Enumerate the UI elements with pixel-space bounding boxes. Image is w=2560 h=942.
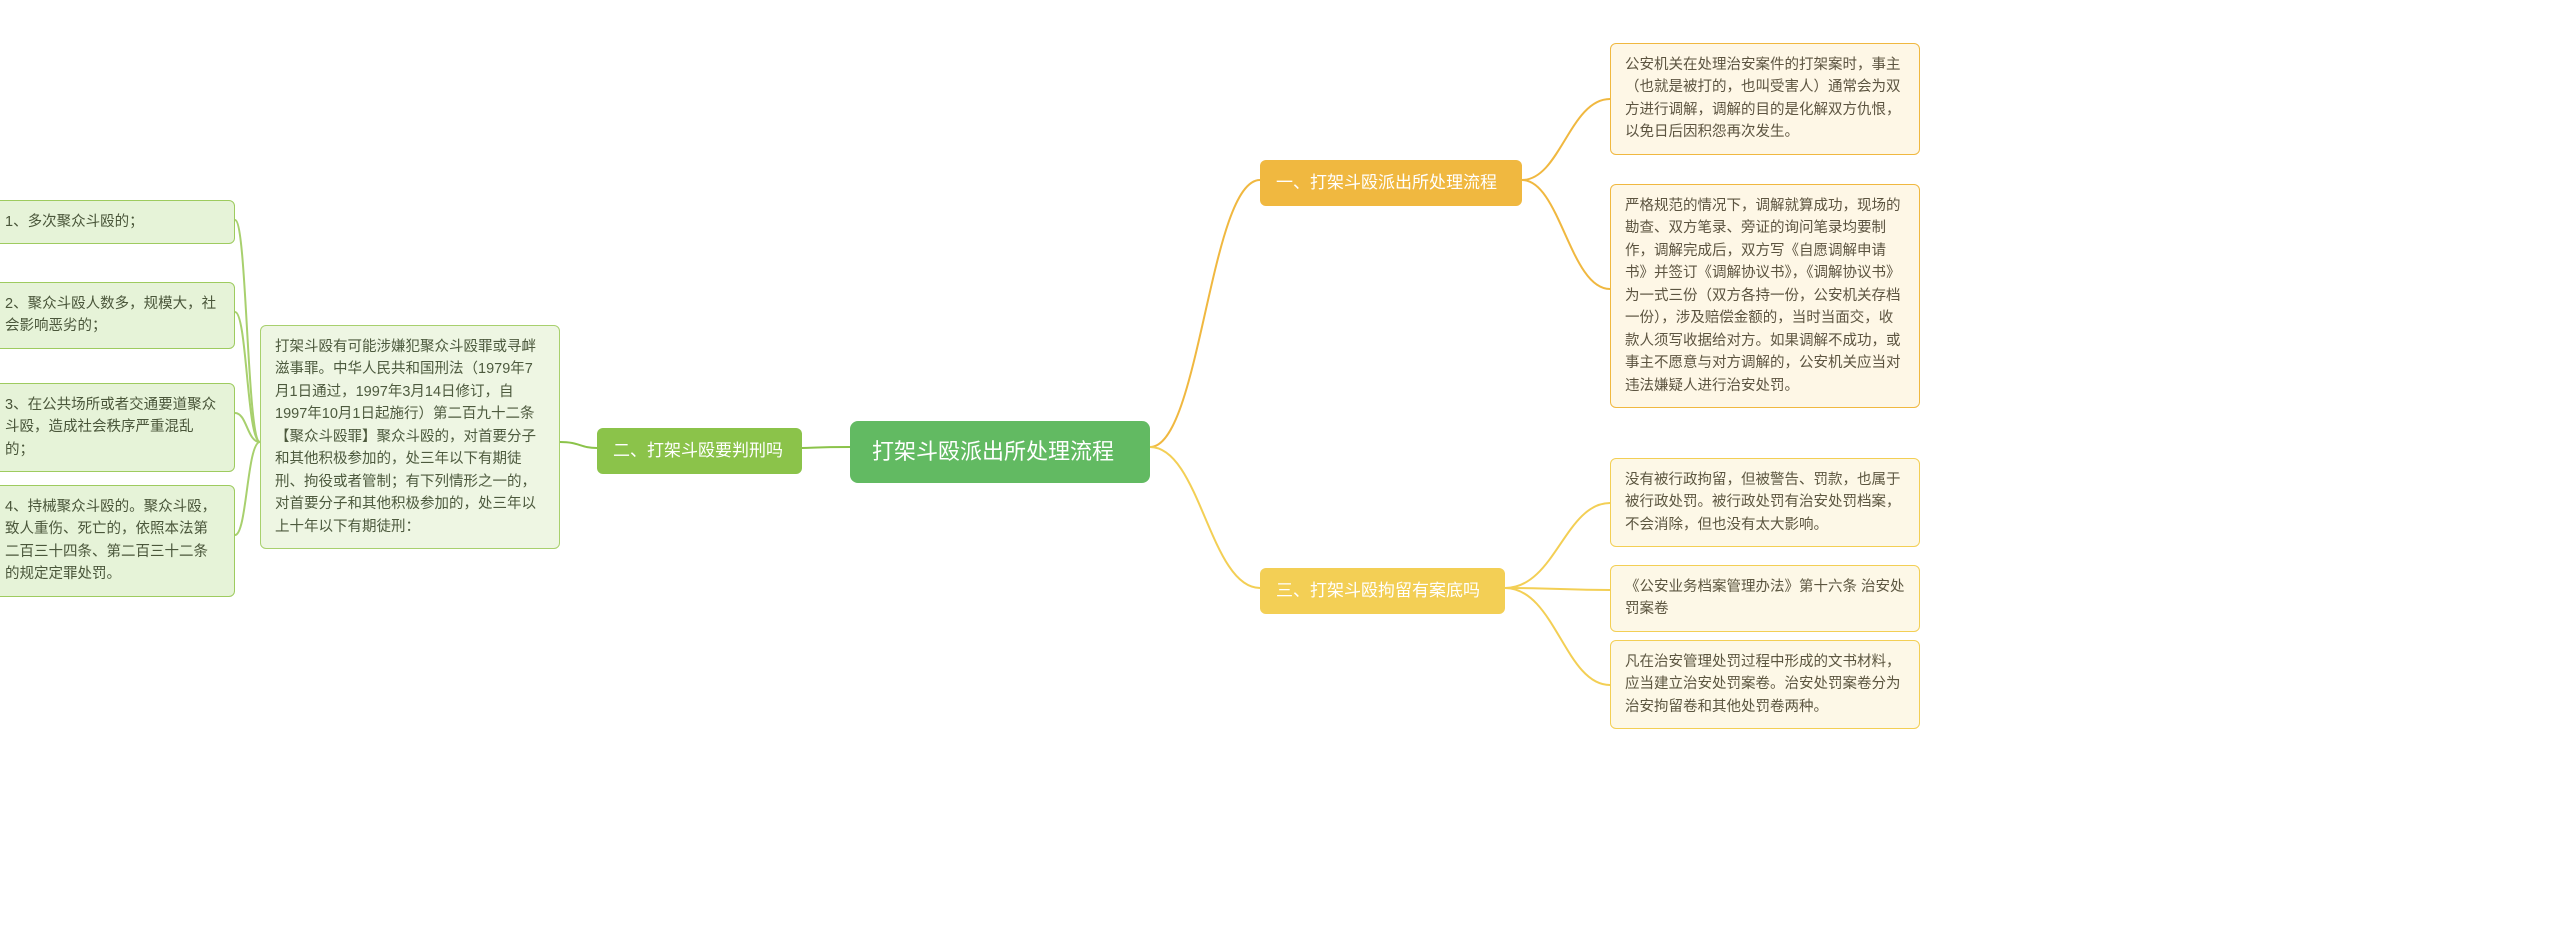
connector-path (1522, 99, 1610, 180)
branch-2-leaf-1: 2、聚众斗殴人数多，规模大，社会影响恶劣的； (0, 282, 235, 349)
connector-path (1150, 180, 1260, 447)
branch-3: 三、打架斗殴拘留有案底吗 (1260, 568, 1505, 614)
branch-2-leaf-0: 1、多次聚众斗殴的； (0, 200, 235, 244)
center-node: 打架斗殴派出所处理流程 (850, 421, 1150, 483)
connector-path (1505, 503, 1610, 588)
branch-2-mid: 打架斗殴有可能涉嫌犯聚众斗殴罪或寻衅滋事罪。中华人民共和国刑法（1979年7月1… (260, 325, 560, 549)
connector-path (1522, 180, 1610, 289)
connector-path (1505, 588, 1610, 590)
branch-3-leaf-0: 没有被行政拘留，但被警告、罚款，也属于被行政处罚。被行政处罚有治安处罚档案，不会… (1610, 458, 1920, 547)
branch-2: 二、打架斗殴要判刑吗 (597, 428, 802, 474)
branch-3-leaf-2: 凡在治安管理处罚过程中形成的文书材料，应当建立治安处罚案卷。治安处罚案卷分为治安… (1610, 640, 1920, 729)
connector-path (235, 413, 260, 442)
branch-1-leaf-1: 严格规范的情况下，调解就算成功，现场的勘查、双方笔录、旁证的询问笔录均要制作，调… (1610, 184, 1920, 408)
connector-path (235, 220, 260, 442)
branch-1: 一、打架斗殴派出所处理流程 (1260, 160, 1522, 206)
connector-path (235, 312, 260, 442)
branch-2-leaf-2: 3、在公共场所或者交通要道聚众斗殴，造成社会秩序严重混乱的； (0, 383, 235, 472)
branch-1-leaf-0: 公安机关在处理治安案件的打架案时，事主（也就是被打的，也叫受害人）通常会为双方进… (1610, 43, 1920, 155)
connector-path (1150, 447, 1260, 588)
branch-3-leaf-1: 《公安业务档案管理办法》第十六条 治安处罚案卷 (1610, 565, 1920, 632)
connector-path (235, 442, 260, 535)
connector-path (802, 447, 850, 448)
branch-2-leaf-3: 4、持械聚众斗殴的。聚众斗殴，致人重伤、死亡的，依照本法第二百三十四条、第二百三… (0, 485, 235, 597)
connector-path (560, 442, 597, 448)
connector-path (1505, 588, 1610, 685)
